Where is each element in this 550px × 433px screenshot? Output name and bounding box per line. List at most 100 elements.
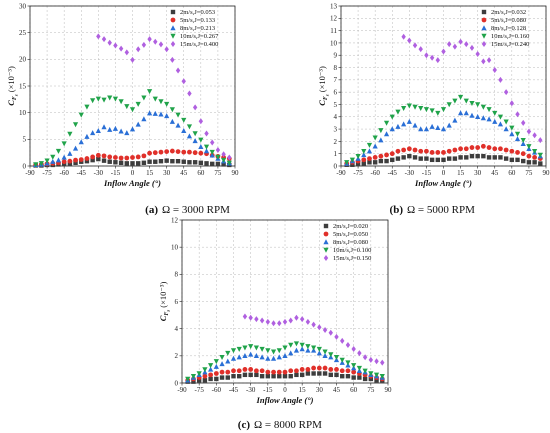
y-tick-label: 12 bbox=[330, 15, 338, 23]
data-point bbox=[395, 156, 401, 161]
data-point bbox=[355, 161, 361, 166]
data-point bbox=[322, 353, 328, 359]
data-point bbox=[84, 133, 90, 139]
data-point bbox=[67, 131, 73, 137]
data-point bbox=[372, 135, 378, 141]
legend-marker bbox=[323, 231, 329, 237]
data-point bbox=[509, 148, 515, 154]
x-tick-label: -15 bbox=[263, 386, 273, 394]
data-point bbox=[215, 161, 221, 167]
data-point bbox=[344, 160, 350, 166]
data-point bbox=[209, 152, 215, 158]
x-tick-label: 30 bbox=[474, 169, 482, 177]
data-point bbox=[254, 316, 259, 323]
data-point bbox=[72, 122, 79, 128]
data-point bbox=[248, 344, 254, 350]
data-point bbox=[169, 107, 175, 113]
x-tick-label: -90 bbox=[177, 386, 187, 394]
data-point bbox=[345, 341, 351, 348]
data-point bbox=[395, 123, 401, 129]
legend: 2m/s,J=0.0205m/s,J=0.0508m/s,J=0.08010m/… bbox=[323, 223, 371, 262]
data-point bbox=[253, 345, 259, 351]
data-point bbox=[423, 126, 430, 132]
data-point bbox=[230, 348, 237, 354]
data-point bbox=[401, 155, 406, 160]
data-point bbox=[84, 156, 90, 161]
data-point bbox=[192, 104, 198, 111]
x-tick-label: -45 bbox=[388, 169, 398, 177]
data-point bbox=[208, 376, 213, 382]
y-tick-label: 10 bbox=[330, 39, 338, 47]
data-point bbox=[463, 110, 469, 116]
data-point bbox=[236, 368, 242, 374]
data-point bbox=[215, 154, 221, 160]
data-point bbox=[380, 359, 385, 366]
data-point bbox=[480, 115, 486, 121]
data-point bbox=[175, 122, 181, 128]
data-point bbox=[293, 347, 300, 353]
data-point bbox=[158, 111, 164, 117]
data-point bbox=[469, 145, 475, 150]
data-point bbox=[345, 368, 351, 374]
data-point bbox=[532, 154, 538, 160]
data-point bbox=[282, 353, 288, 359]
data-point bbox=[317, 324, 322, 331]
data-point bbox=[101, 124, 107, 130]
chart-2: -90 -75 -60 -45 -30 -15 0 15 30 45 60 75 90 0 2 4 6 8 10 12… bbox=[158, 216, 392, 405]
data-point bbox=[170, 159, 175, 164]
data-point bbox=[282, 318, 288, 325]
series-0 bbox=[344, 153, 543, 167]
data-point bbox=[210, 139, 215, 146]
data-point bbox=[253, 353, 259, 359]
data-point bbox=[107, 154, 113, 160]
data-point bbox=[515, 157, 520, 163]
data-point bbox=[509, 100, 515, 107]
y-axis-label-symbol: C bbox=[158, 315, 168, 321]
data-point bbox=[72, 145, 79, 151]
data-point bbox=[124, 161, 130, 166]
data-point bbox=[38, 161, 44, 167]
data-point bbox=[141, 116, 147, 122]
data-point bbox=[118, 155, 124, 161]
data-point bbox=[78, 112, 84, 118]
x-tick-label: -45 bbox=[77, 169, 87, 177]
data-point bbox=[198, 150, 204, 156]
data-point bbox=[242, 367, 248, 372]
data-point bbox=[497, 121, 504, 127]
data-point bbox=[366, 148, 373, 154]
data-point bbox=[458, 38, 463, 45]
data-point bbox=[208, 372, 214, 378]
data-point bbox=[412, 155, 418, 160]
data-point bbox=[503, 156, 509, 161]
data-point bbox=[198, 118, 204, 125]
data-point bbox=[221, 162, 226, 167]
data-point bbox=[164, 158, 169, 163]
x-tick-label: -30 bbox=[405, 169, 415, 177]
data-point bbox=[464, 41, 469, 48]
data-point bbox=[288, 368, 294, 374]
data-point bbox=[265, 318, 271, 325]
data-point bbox=[515, 150, 520, 155]
data-point bbox=[147, 150, 152, 156]
data-point bbox=[429, 150, 435, 155]
data-point bbox=[305, 367, 311, 372]
data-point bbox=[526, 128, 532, 135]
data-point bbox=[204, 130, 209, 137]
data-point bbox=[441, 157, 446, 163]
y-tick-label: 15 bbox=[19, 82, 27, 90]
caption-b-label: (b) bbox=[390, 204, 404, 216]
data-point bbox=[107, 95, 113, 101]
data-point bbox=[406, 118, 412, 124]
data-point bbox=[152, 150, 158, 156]
data-point bbox=[152, 110, 158, 116]
y-tick-label: 4 bbox=[334, 113, 338, 121]
y-axis-label-subscript: F bbox=[164, 312, 170, 316]
data-point bbox=[265, 348, 271, 354]
data-point bbox=[498, 146, 503, 152]
series-4 bbox=[242, 313, 385, 366]
data-point bbox=[236, 354, 242, 360]
data-point bbox=[265, 374, 271, 379]
x-tick-label: -75 bbox=[353, 169, 363, 177]
data-point bbox=[277, 320, 282, 327]
data-point bbox=[362, 354, 368, 361]
